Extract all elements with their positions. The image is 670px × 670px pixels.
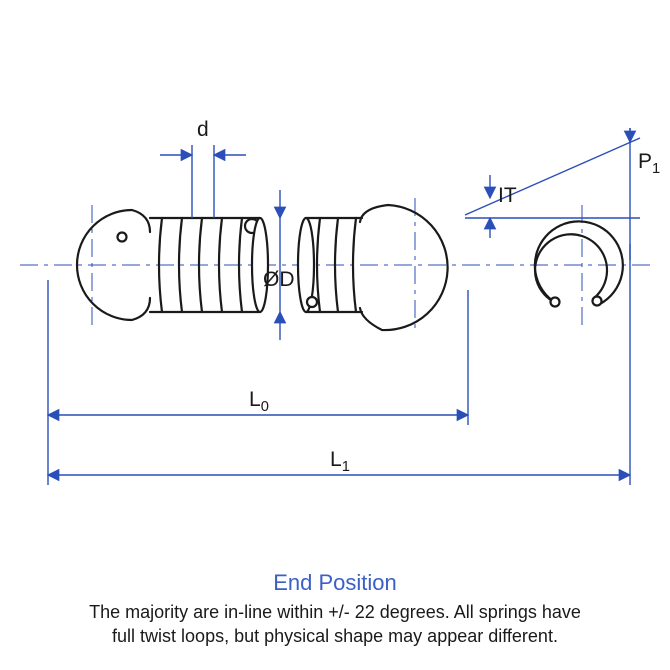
diagram-title: End Position <box>0 570 670 596</box>
dim-IT <box>465 128 640 265</box>
caption-line-2: full twist loops, but physical shape may… <box>112 626 558 646</box>
caption-line-1: The majority are in-line within +/- 22 d… <box>89 602 581 622</box>
label-L1: L1 <box>330 448 350 475</box>
dim-d <box>160 145 246 218</box>
spring-outline <box>77 205 623 330</box>
label-L0: L0 <box>249 388 269 415</box>
diagram-caption: The majority are in-line within +/- 22 d… <box>0 600 670 649</box>
label-IT: IT <box>498 184 517 208</box>
label-d: d <box>197 118 209 142</box>
label-D: ØD <box>263 268 295 292</box>
label-P1: P1 <box>638 150 660 177</box>
